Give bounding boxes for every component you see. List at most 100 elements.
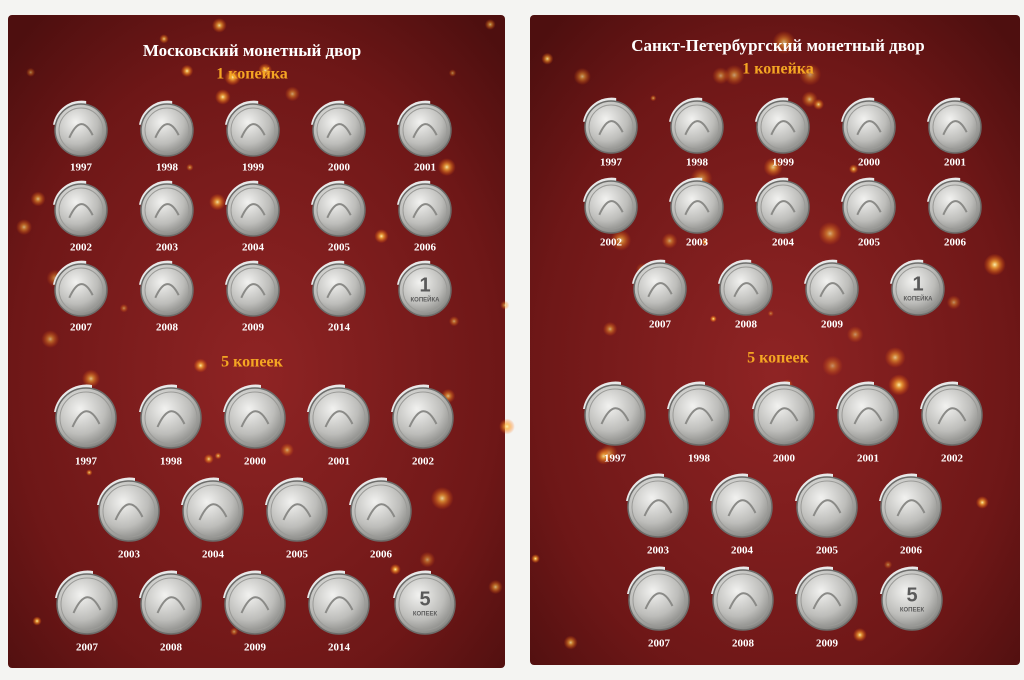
glow	[610, 229, 632, 251]
coin-rim	[60, 577, 114, 631]
coin-rim	[316, 107, 362, 153]
section-label: 5 копеек	[221, 354, 283, 371]
coin-year: 2001	[857, 453, 879, 465]
coin-year: 1999	[242, 162, 265, 174]
glow	[846, 326, 864, 343]
coin	[584, 180, 638, 234]
coin-design	[733, 282, 759, 298]
coin	[54, 263, 108, 317]
coin-year: 2006	[944, 237, 967, 249]
coin-year: 2002	[412, 456, 435, 468]
coin-design	[598, 120, 624, 136]
glow	[448, 69, 457, 77]
glow	[214, 452, 222, 460]
coin-year: 2008	[156, 322, 179, 334]
coin-year: 1998	[156, 162, 179, 174]
glow	[983, 253, 1006, 276]
glow	[848, 164, 859, 174]
glow	[709, 315, 717, 323]
coin	[224, 387, 286, 449]
glow	[209, 193, 226, 211]
glow	[284, 86, 300, 102]
coin-design	[156, 410, 186, 428]
glow	[799, 63, 822, 86]
coin	[308, 573, 370, 635]
coin-design	[366, 503, 396, 521]
coin-rim	[312, 577, 366, 631]
coin-rim	[895, 266, 941, 312]
coin-rim	[402, 267, 448, 313]
coin-year: 2004	[202, 549, 225, 561]
coin-design	[72, 596, 102, 614]
coin	[842, 180, 896, 234]
coin-design	[71, 410, 101, 428]
coin-rim	[144, 107, 190, 153]
coin-design	[684, 200, 710, 216]
coin	[55, 387, 117, 449]
coin-rim	[59, 391, 113, 445]
coin-design	[282, 503, 312, 521]
glow	[883, 560, 893, 569]
coin-design	[154, 123, 180, 139]
coin-year: 2007	[76, 642, 99, 654]
coin-year: 2004	[242, 242, 265, 254]
coin-design	[68, 123, 94, 139]
coin-rim	[228, 577, 282, 631]
coin	[670, 100, 724, 154]
coin	[928, 180, 982, 234]
coin-design	[727, 499, 757, 517]
coin	[711, 476, 773, 538]
coin-design	[240, 123, 266, 139]
coin	[56, 573, 118, 635]
coin-year: 2001	[328, 456, 350, 468]
coin-rim	[932, 104, 978, 150]
coin-year: 2007	[648, 638, 671, 650]
glow	[573, 67, 591, 86]
glow	[595, 447, 613, 465]
coin	[753, 384, 815, 446]
coin-rim	[186, 484, 240, 538]
coin	[921, 384, 983, 446]
coin-design	[644, 592, 674, 610]
coin-design	[942, 120, 968, 136]
coin-face-word: КОПЕЕК	[413, 612, 438, 618]
glow	[763, 157, 783, 177]
coin-rim	[672, 388, 726, 442]
coin-design	[324, 596, 354, 614]
section-label: 1 копейка	[216, 66, 288, 83]
glow	[16, 219, 33, 236]
coin-rim	[631, 480, 685, 534]
glow	[280, 443, 294, 457]
coin-year: 2006	[370, 549, 393, 561]
coin-year: 2009	[244, 642, 267, 654]
coin-face-numeral: 5	[419, 588, 430, 610]
coin-design	[408, 410, 438, 428]
coin-rim	[841, 388, 895, 442]
coin-year: 2000	[244, 456, 267, 468]
coin	[98, 480, 160, 542]
coin-design	[326, 123, 352, 139]
coin-rim	[144, 577, 198, 631]
coin	[584, 100, 638, 154]
glow	[484, 19, 496, 30]
coin-face-word: КОПЕЙКА	[904, 295, 934, 303]
coin-design	[728, 592, 758, 610]
coin-rim	[674, 184, 720, 230]
coin-rim	[884, 480, 938, 534]
coin-face-word: КОПЕЕК	[900, 608, 925, 614]
glow	[650, 94, 657, 102]
coin	[266, 480, 328, 542]
glow	[724, 64, 745, 86]
coin-year: 1998	[688, 453, 711, 465]
coin-rim	[716, 573, 770, 627]
glow	[563, 635, 578, 650]
coin-design	[240, 283, 266, 299]
coin-design	[324, 410, 354, 428]
coin-rim	[230, 267, 276, 313]
coin	[140, 263, 194, 317]
glow	[712, 67, 730, 85]
coin	[398, 103, 452, 157]
coin-rim	[228, 391, 282, 445]
coin-design	[412, 203, 438, 219]
glow	[32, 616, 42, 626]
